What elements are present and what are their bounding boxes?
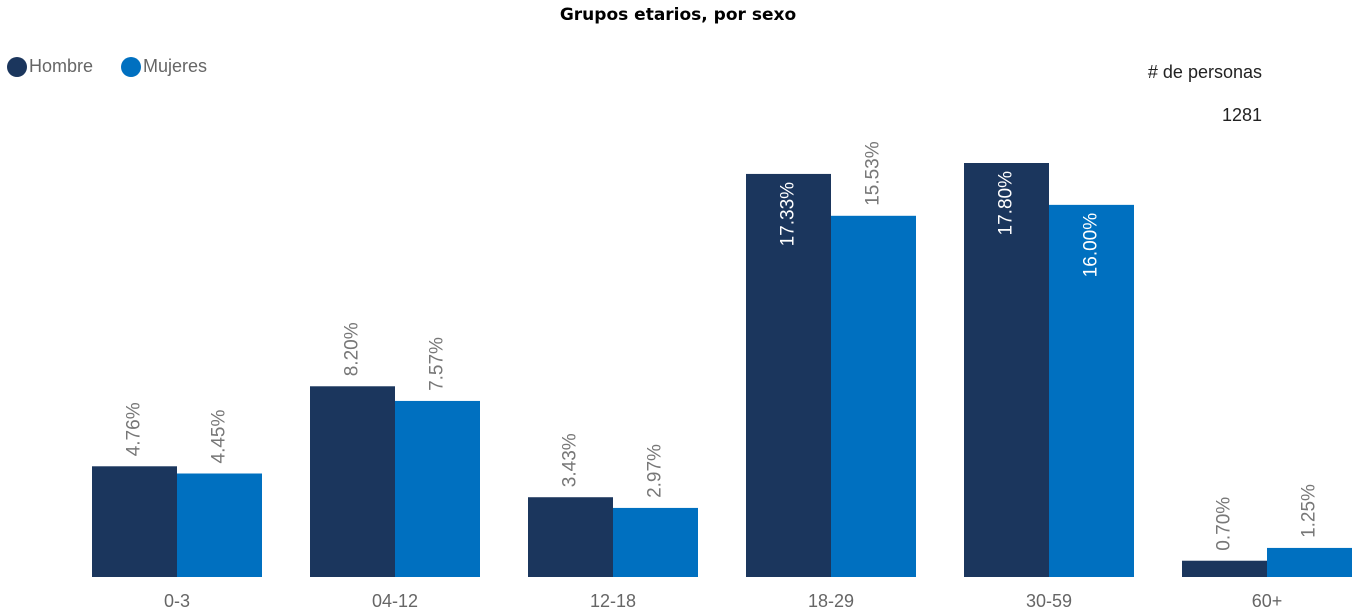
legend-marker bbox=[121, 57, 141, 77]
data-label: 7.57% bbox=[427, 337, 448, 391]
bar bbox=[964, 163, 1049, 577]
chart-title: Grupos etarios, por sexo bbox=[560, 5, 796, 25]
x-tick-label: 60+ bbox=[1252, 591, 1283, 611]
bar bbox=[177, 473, 262, 577]
x-tick-label: 12-18 bbox=[590, 591, 636, 611]
legend-label: Mujeres bbox=[143, 56, 207, 76]
bar bbox=[310, 386, 395, 577]
bar bbox=[1182, 560, 1267, 577]
x-tick-label: 18-29 bbox=[808, 591, 854, 611]
bar bbox=[831, 215, 916, 577]
legend-label: Hombre bbox=[29, 56, 93, 76]
card-label: # de personas bbox=[1148, 62, 1262, 82]
data-label: 4.76% bbox=[124, 402, 145, 456]
bar bbox=[746, 173, 831, 577]
data-label: 16.00% bbox=[1081, 213, 1102, 278]
data-label: 0.70% bbox=[1214, 497, 1235, 551]
x-tick-label: 30-59 bbox=[1026, 591, 1072, 611]
data-label: 4.45% bbox=[209, 410, 230, 464]
data-label: 2.97% bbox=[645, 444, 666, 498]
data-label: 8.20% bbox=[342, 322, 363, 376]
bar bbox=[92, 466, 177, 577]
bar bbox=[1049, 204, 1134, 577]
data-label: 15.53% bbox=[863, 141, 884, 206]
x-tick-label: 04-12 bbox=[372, 591, 418, 611]
bar bbox=[1267, 547, 1352, 577]
bar bbox=[395, 400, 480, 577]
data-label: 17.33% bbox=[778, 182, 799, 247]
bar bbox=[528, 497, 613, 577]
x-tick-label: 0-3 bbox=[164, 591, 190, 611]
data-label: 17.80% bbox=[996, 171, 1017, 236]
legend-marker bbox=[7, 57, 27, 77]
bar bbox=[613, 507, 698, 577]
card-value: 1281 bbox=[1222, 105, 1262, 125]
data-label: 1.25% bbox=[1299, 484, 1320, 538]
data-label: 3.43% bbox=[560, 433, 581, 487]
